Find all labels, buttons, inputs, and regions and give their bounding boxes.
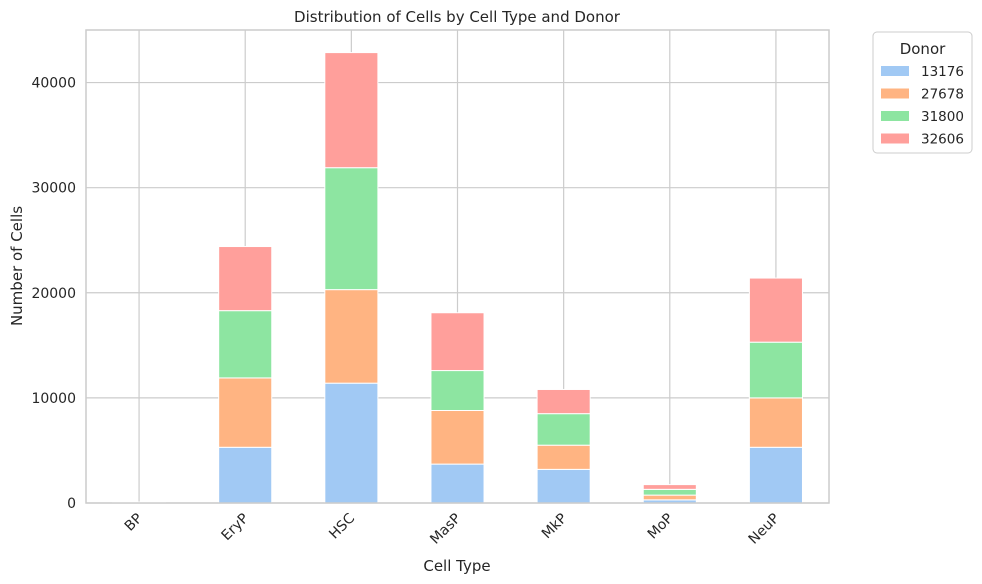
bar-segment-HSC-27678 [324,289,379,384]
bar-segment-MoP-27678 [642,494,697,501]
bar-segment-MasP-31800 [430,370,485,412]
y-tick-label: 20000 [31,286,76,302]
legend-entry-label: 27678 [921,87,964,103]
plot-area: 0 10000 20000 30000 40000 BP EryP HSC MasP MkP MoP… [31,29,830,548]
bar-segment-EryP-13176 [218,446,273,504]
x-tick-label: NeuP [746,511,783,548]
legend-box [872,31,973,154]
legend-swatch [881,133,909,144]
x-tick-label: BP [122,511,146,535]
bar-segment-MoP-32606 [642,484,697,490]
y-tick-label: 0 [67,496,76,512]
x-tick-label: MkP [539,511,571,543]
bar-segment-EryP-32606 [218,246,273,312]
bar-segment-EryP-27678 [218,377,273,448]
bar-segment-NeuP-32606 [748,277,803,343]
bar-segment-EryP-31800 [218,310,273,379]
bar-segment-NeuP-31800 [748,341,803,399]
legend-entry-label: 32606 [921,132,964,148]
legend-entry-label: 13176 [921,64,964,80]
y-axis-title: Number of Cells [8,206,26,326]
x-axis-title: Cell Type [423,557,490,575]
bar-segment-MasP-32606 [430,312,485,372]
x-tick-label: MoP [645,511,677,543]
legend-swatch [881,88,909,99]
bar-segment-MasP-13176 [430,463,485,504]
bar-segment-NeuP-13176 [748,446,803,504]
legend-swatch [881,66,909,76]
legend-swatch [881,111,909,121]
bar-segment-MkP-31800 [536,413,591,446]
legend-title: Donor [900,40,946,58]
bar-segment-HSC-31800 [324,167,379,291]
plot-frame [85,29,830,504]
x-tick-label: MasP [427,511,464,548]
bar-segment-HSC-32606 [324,52,379,169]
bar-segment-MkP-13176 [536,468,591,504]
y-tick-label: 30000 [31,181,76,197]
legend: Donor 13176 27678 31800 32606 [872,31,973,154]
bar-segment-MasP-27678 [430,410,485,465]
x-tick-label: EryP [219,511,252,544]
chart-title: Distribution of Cells by Cell Type and D… [294,8,621,26]
bar-segment-HSC-13176 [324,382,379,504]
bar-segment-MkP-32606 [536,388,591,415]
bar-segment-NeuP-27678 [748,397,803,448]
bar-segment-MkP-27678 [536,444,591,470]
y-tick-label: 10000 [31,391,76,407]
bar-segment-MoP-31800 [642,488,697,496]
legend-entry-label: 31800 [921,109,964,125]
x-tick-label: HSC [326,510,358,542]
y-tick-label: 40000 [31,76,76,92]
